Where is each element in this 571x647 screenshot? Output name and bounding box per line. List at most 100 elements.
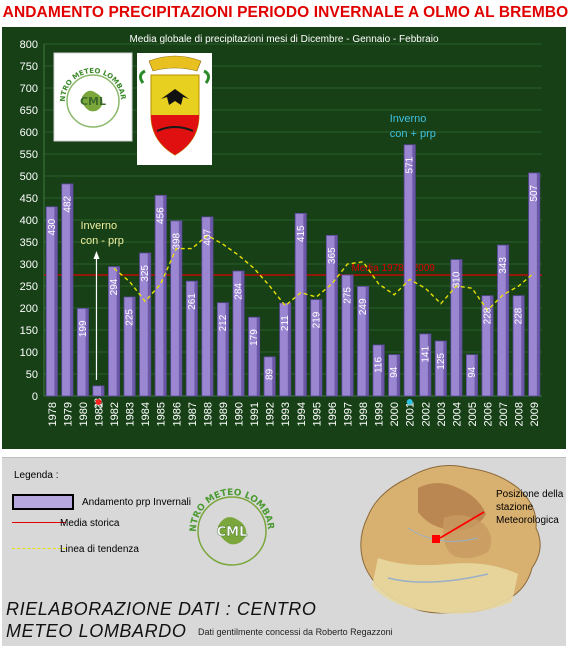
bar-shade xyxy=(101,385,105,396)
legend-bar-swatch xyxy=(12,494,74,510)
x-tick-label: 1993 xyxy=(280,402,292,426)
y-tick-label: 100 xyxy=(20,347,38,359)
bar-value-label: 212 xyxy=(218,314,229,331)
annotation-high-line-1: Inverno xyxy=(390,113,427,125)
coat-of-arms-logo xyxy=(137,53,212,165)
bar-shade xyxy=(210,216,214,396)
cml-logo-short: CML xyxy=(80,95,106,108)
bar-layer xyxy=(45,144,541,397)
legend-trend-label: Linea di tendenza xyxy=(60,544,139,555)
bar-value-label: 141 xyxy=(420,346,431,363)
bar-shade xyxy=(459,259,463,396)
x-tick-label: 2004 xyxy=(451,402,463,426)
bar xyxy=(248,316,261,397)
station-marker-icon xyxy=(432,535,440,543)
bar-shade xyxy=(536,172,540,396)
y-tick-label: 150 xyxy=(20,325,38,337)
bar-value-label: 284 xyxy=(234,283,245,300)
x-tick-label: 1981 xyxy=(93,402,105,426)
bar xyxy=(232,270,245,397)
bar-shade xyxy=(474,354,478,396)
bar-value-label: 125 xyxy=(436,353,447,370)
annotation-low-arrowhead xyxy=(93,251,100,259)
bar-value-label: 228 xyxy=(514,307,525,324)
x-tick-label: 2009 xyxy=(529,402,541,426)
marker-low-dot xyxy=(95,399,102,405)
bar-value-label: 571 xyxy=(405,156,416,173)
x-tick-label: 2007 xyxy=(498,402,510,426)
y-tick-label: 350 xyxy=(20,237,38,249)
bar-value-label: 225 xyxy=(125,309,136,326)
bar xyxy=(185,280,198,397)
bar-value-label: 365 xyxy=(327,247,338,264)
bar-shade xyxy=(132,297,136,396)
bar-shade xyxy=(256,317,260,396)
y-tick-label: 700 xyxy=(20,83,38,95)
x-tick-label: 1995 xyxy=(311,402,323,426)
y-tick-label: 250 xyxy=(20,281,38,293)
bar-shade xyxy=(147,253,151,396)
x-tick-label: 1978 xyxy=(47,402,59,426)
bar-value-label: 430 xyxy=(47,218,58,235)
bar-value-label: 398 xyxy=(171,232,182,249)
chart-frame: Media globale di precipitazioni mesi di … xyxy=(2,27,566,449)
bar-shade xyxy=(490,295,494,396)
grid-lines xyxy=(43,43,542,397)
bar-value-label: 89 xyxy=(265,368,276,380)
bar-value-label: 94 xyxy=(389,366,400,378)
bar xyxy=(154,194,167,397)
annotation-low-line-2: con - prp xyxy=(80,235,123,247)
bar-shade xyxy=(178,220,182,396)
x-tick-label: 1979 xyxy=(62,402,74,426)
bar-value-label: 456 xyxy=(156,207,167,224)
bar-shade xyxy=(241,271,245,396)
bar-shade xyxy=(85,308,89,396)
bar-value-label: 249 xyxy=(358,298,369,315)
bar-shade xyxy=(427,333,431,396)
y-tick-label: 600 xyxy=(20,127,38,139)
station-label: Posizione della stazione Meteorologica xyxy=(496,489,564,526)
bar-value-label: 199 xyxy=(78,320,89,337)
bar-shade xyxy=(163,195,167,396)
cml-logo-legend: CML CENTRO METEO LOMBARDO xyxy=(182,486,275,566)
bar xyxy=(528,172,541,397)
x-tick-label: 2003 xyxy=(436,402,448,426)
trend-line xyxy=(113,234,535,312)
x-tick-label: 2002 xyxy=(420,402,432,426)
bar-shade xyxy=(116,266,120,396)
annotation-high-line-2: con + prp xyxy=(390,128,436,140)
y-tick-label: 450 xyxy=(20,193,38,205)
y-tick-labels: 0 50 100 150 200 250 300 350 400 450 500 550 600 650 7… xyxy=(20,39,38,403)
bar xyxy=(216,302,229,397)
x-tick-label: 2000 xyxy=(389,402,401,426)
bar xyxy=(139,252,152,397)
x-tick-label: 1997 xyxy=(342,402,354,426)
bar-value-label: 310 xyxy=(451,271,462,288)
bar-shade xyxy=(54,206,58,396)
bar-shade xyxy=(318,299,322,396)
bar-value-label: 415 xyxy=(296,225,307,242)
y-tick-label: 50 xyxy=(26,369,38,381)
lombardy-map xyxy=(360,465,541,614)
bar-value-labels: 4304821992329422532545639826140721228417… xyxy=(47,156,540,409)
x-tick-label: 1991 xyxy=(249,402,261,426)
bar-shade xyxy=(381,344,385,396)
legend-mean-swatch xyxy=(12,522,66,523)
bar-shade xyxy=(412,144,416,396)
annotations: Inverno con - prp Inverno con + prp xyxy=(80,113,436,405)
bar-shade xyxy=(69,183,73,396)
x-tick-label: 1986 xyxy=(171,402,183,426)
x-tick-label: 1994 xyxy=(296,402,308,426)
x-tick-label: 1989 xyxy=(218,402,230,426)
mean-line-label: Media 1978 - 2009 xyxy=(351,263,435,274)
bar-value-label: 407 xyxy=(202,228,213,245)
x-tick-label: 2006 xyxy=(483,402,495,426)
x-tick-label: 1985 xyxy=(156,402,168,426)
legend-heading: Legenda : xyxy=(14,470,59,481)
x-tick-label: 1983 xyxy=(125,402,137,426)
bar-value-label: 179 xyxy=(249,329,260,346)
bar-shade xyxy=(505,245,509,396)
bar-value-label: 261 xyxy=(187,293,198,310)
bar-shade xyxy=(521,295,525,396)
y-tick-label: 300 xyxy=(20,259,38,271)
